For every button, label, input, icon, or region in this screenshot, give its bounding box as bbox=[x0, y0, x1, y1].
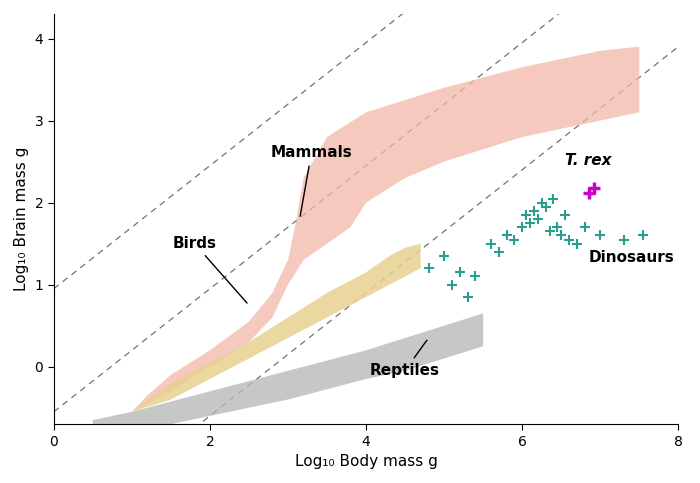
Polygon shape bbox=[132, 243, 421, 412]
Point bbox=[552, 223, 563, 231]
Polygon shape bbox=[132, 47, 639, 412]
Point bbox=[517, 223, 528, 231]
Text: T. rex: T. rex bbox=[565, 153, 612, 168]
Point bbox=[536, 199, 547, 206]
Point bbox=[438, 252, 449, 260]
Point bbox=[579, 223, 590, 231]
Point bbox=[559, 211, 570, 219]
Point bbox=[501, 231, 512, 239]
Point bbox=[589, 184, 600, 192]
Point bbox=[540, 203, 551, 211]
Text: Reptiles: Reptiles bbox=[370, 340, 440, 378]
Text: Birds: Birds bbox=[172, 236, 247, 303]
Point bbox=[595, 231, 606, 239]
Point bbox=[556, 231, 567, 239]
Point bbox=[521, 211, 532, 219]
Point bbox=[638, 231, 649, 239]
Point bbox=[470, 272, 481, 280]
Text: Dinosaurs: Dinosaurs bbox=[589, 250, 674, 265]
Point bbox=[544, 227, 555, 235]
Point bbox=[423, 264, 434, 272]
Point bbox=[571, 240, 582, 247]
Point bbox=[618, 236, 629, 243]
Point bbox=[462, 293, 473, 301]
Point bbox=[494, 248, 505, 256]
Point bbox=[564, 236, 575, 243]
Point bbox=[485, 240, 496, 247]
Y-axis label: Log₁₀ Brain mass g: Log₁₀ Brain mass g bbox=[14, 147, 29, 291]
Point bbox=[454, 269, 466, 276]
X-axis label: Log₁₀ Body mass g: Log₁₀ Body mass g bbox=[295, 454, 438, 469]
Point bbox=[548, 195, 559, 202]
Point bbox=[447, 281, 458, 288]
Polygon shape bbox=[93, 313, 483, 440]
Point bbox=[532, 215, 543, 223]
Point bbox=[524, 219, 536, 227]
Text: Mammals: Mammals bbox=[270, 145, 352, 216]
Point bbox=[509, 236, 520, 243]
Point bbox=[528, 207, 540, 214]
Point bbox=[583, 189, 594, 197]
